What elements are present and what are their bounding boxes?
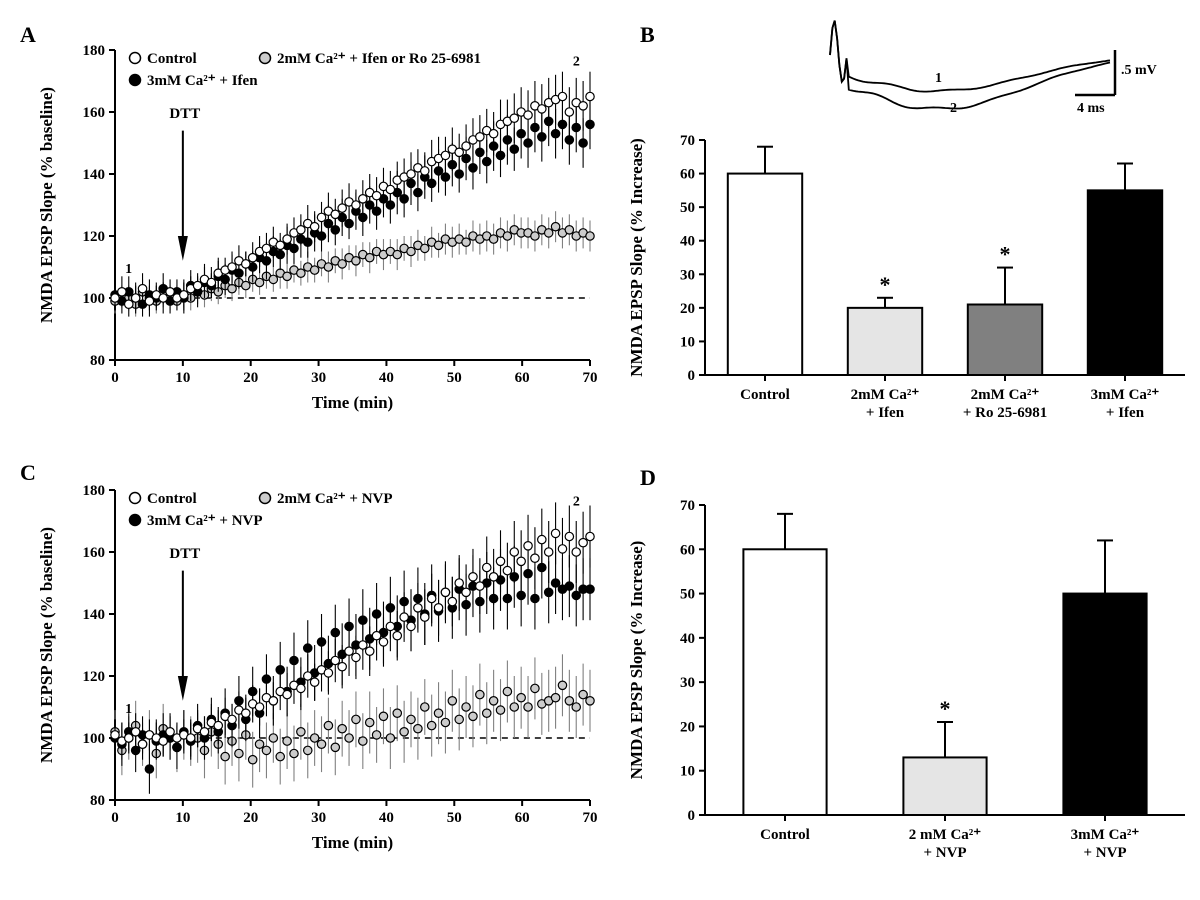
svg-text:NMDA EPSP Slope (% baseline): NMDA EPSP Slope (% baseline) (37, 87, 56, 323)
svg-text:2mM Ca²⁺: 2mM Ca²⁺ (851, 387, 920, 403)
svg-text:0: 0 (111, 810, 119, 826)
figure-root: A 80100120140160180010203040506070Time (… (0, 0, 1200, 900)
svg-text:2: 2 (950, 101, 957, 116)
svg-text:+ NVP: + NVP (1083, 845, 1126, 861)
svg-text:2: 2 (573, 495, 580, 510)
svg-text:1: 1 (125, 262, 132, 277)
svg-text:70: 70 (680, 498, 695, 514)
svg-text:40: 40 (680, 631, 695, 647)
svg-text:+ Ifen: + Ifen (866, 405, 905, 421)
svg-text:70: 70 (583, 370, 598, 386)
svg-text:2: 2 (573, 55, 580, 70)
svg-text:DTT: DTT (169, 106, 200, 122)
svg-text:50: 50 (680, 587, 695, 603)
svg-text:2mM Ca²⁺: 2mM Ca²⁺ (971, 387, 1040, 403)
svg-text:70: 70 (680, 133, 695, 149)
svg-text:30: 30 (311, 810, 326, 826)
svg-text:Control: Control (147, 51, 197, 67)
svg-text:2mM Ca²⁺ + NVP: 2mM Ca²⁺ + NVP (277, 491, 393, 507)
svg-text:3mM Ca²⁺: 3mM Ca²⁺ (1071, 827, 1140, 843)
svg-text:+ Ifen: + Ifen (1106, 405, 1145, 421)
svg-text:Control: Control (147, 491, 197, 507)
svg-text:120: 120 (83, 669, 106, 685)
svg-text:40: 40 (379, 810, 394, 826)
svg-text:Time (min): Time (min) (312, 833, 393, 852)
svg-text:70: 70 (583, 810, 598, 826)
svg-text:80: 80 (90, 793, 105, 809)
svg-text:100: 100 (83, 291, 106, 307)
svg-text:10: 10 (680, 334, 695, 350)
svg-text:*: * (1000, 242, 1011, 267)
svg-text:+ NVP: + NVP (923, 845, 966, 861)
svg-text:180: 180 (83, 483, 106, 499)
svg-text:80: 80 (90, 353, 105, 369)
svg-text:NMDA EPSP Slope (% Increase): NMDA EPSP Slope (% Increase) (627, 541, 646, 780)
svg-text:140: 140 (83, 167, 106, 183)
svg-text:.5 mV: .5 mV (1121, 63, 1157, 78)
svg-text:60: 60 (680, 167, 695, 183)
svg-text:30: 30 (680, 267, 695, 283)
svg-text:0: 0 (688, 808, 696, 824)
panel-b: 12 .5 mV 4 ms 0 10 20 30 40 50 60 70 NMDA EPSP Slop… (620, 0, 1200, 445)
svg-text:50: 50 (680, 200, 695, 216)
panel-a: 80 100 120 140 160 180 0 10 20 30 40 50 60 70 Time (mi… (30, 20, 610, 420)
svg-text:NMDA EPSP Slope (% Increase): NMDA EPSP Slope (% Increase) (627, 138, 646, 377)
svg-text:160: 160 (83, 545, 106, 561)
panel-d: 0 10 20 30 40 50 60 70 NMDA EPSP Slope (% Increa… (620, 465, 1200, 885)
svg-text:120: 120 (83, 229, 106, 245)
svg-text:NMDA EPSP Slope (% baseline): NMDA EPSP Slope (% baseline) (37, 527, 56, 763)
svg-text:40: 40 (680, 234, 695, 250)
svg-text:160: 160 (83, 105, 106, 121)
svg-text:140: 140 (83, 607, 106, 623)
svg-text:20: 20 (680, 719, 695, 735)
panel-c-svg: 80 100 120 140 160 180 0 10 20 30 40 50 60 70 Time (mi… (30, 460, 610, 860)
svg-text:DTT: DTT (169, 546, 200, 562)
svg-text:30: 30 (311, 370, 326, 386)
svg-text:40: 40 (379, 370, 394, 386)
svg-text:10: 10 (175, 370, 190, 386)
panel-a-svg: 80 100 120 140 160 180 0 10 20 30 40 50 60 70 Time (mi… (30, 20, 610, 420)
svg-text:20: 20 (243, 810, 258, 826)
panel-d-svg: 0 10 20 30 40 50 60 70 NMDA EPSP Slope (% Increa… (620, 465, 1200, 885)
svg-text:Control: Control (740, 387, 790, 403)
svg-text:Time (min): Time (min) (312, 393, 393, 412)
svg-text:100: 100 (83, 731, 106, 747)
svg-text:*: * (880, 272, 891, 297)
svg-text:0: 0 (688, 368, 696, 384)
svg-text:Control: Control (760, 827, 810, 843)
svg-text:*: * (940, 696, 951, 721)
svg-text:3mM Ca²⁺ + NVP: 3mM Ca²⁺ + NVP (147, 513, 263, 529)
svg-text:4 ms: 4 ms (1077, 101, 1105, 116)
svg-text:60: 60 (515, 810, 530, 826)
svg-text:0: 0 (111, 370, 119, 386)
panel-c: 80 100 120 140 160 180 0 10 20 30 40 50 60 70 Time (mi… (30, 460, 610, 860)
svg-text:+ Ro 25-6981: + Ro 25-6981 (963, 405, 1047, 421)
svg-text:20: 20 (680, 301, 695, 317)
svg-text:10: 10 (175, 810, 190, 826)
svg-text:60: 60 (680, 542, 695, 558)
svg-text:2mM Ca²⁺ + Ifen or Ro 25-6981: 2mM Ca²⁺ + Ifen or Ro 25-6981 (277, 51, 481, 67)
svg-text:3mM Ca²⁺ + Ifen: 3mM Ca²⁺ + Ifen (147, 73, 258, 89)
svg-text:30: 30 (680, 675, 695, 691)
panel-b-svg: 12 .5 mV 4 ms 0 10 20 30 40 50 60 70 NMDA EPSP Slop… (620, 0, 1200, 445)
svg-text:2 mM Ca²⁺: 2 mM Ca²⁺ (909, 827, 981, 843)
svg-text:50: 50 (447, 810, 462, 826)
svg-text:3mM Ca²⁺: 3mM Ca²⁺ (1091, 387, 1160, 403)
svg-text:10: 10 (680, 764, 695, 780)
svg-text:60: 60 (515, 370, 530, 386)
svg-text:180: 180 (83, 43, 106, 59)
svg-text:20: 20 (243, 370, 258, 386)
svg-text:1: 1 (935, 71, 942, 86)
svg-text:50: 50 (447, 370, 462, 386)
